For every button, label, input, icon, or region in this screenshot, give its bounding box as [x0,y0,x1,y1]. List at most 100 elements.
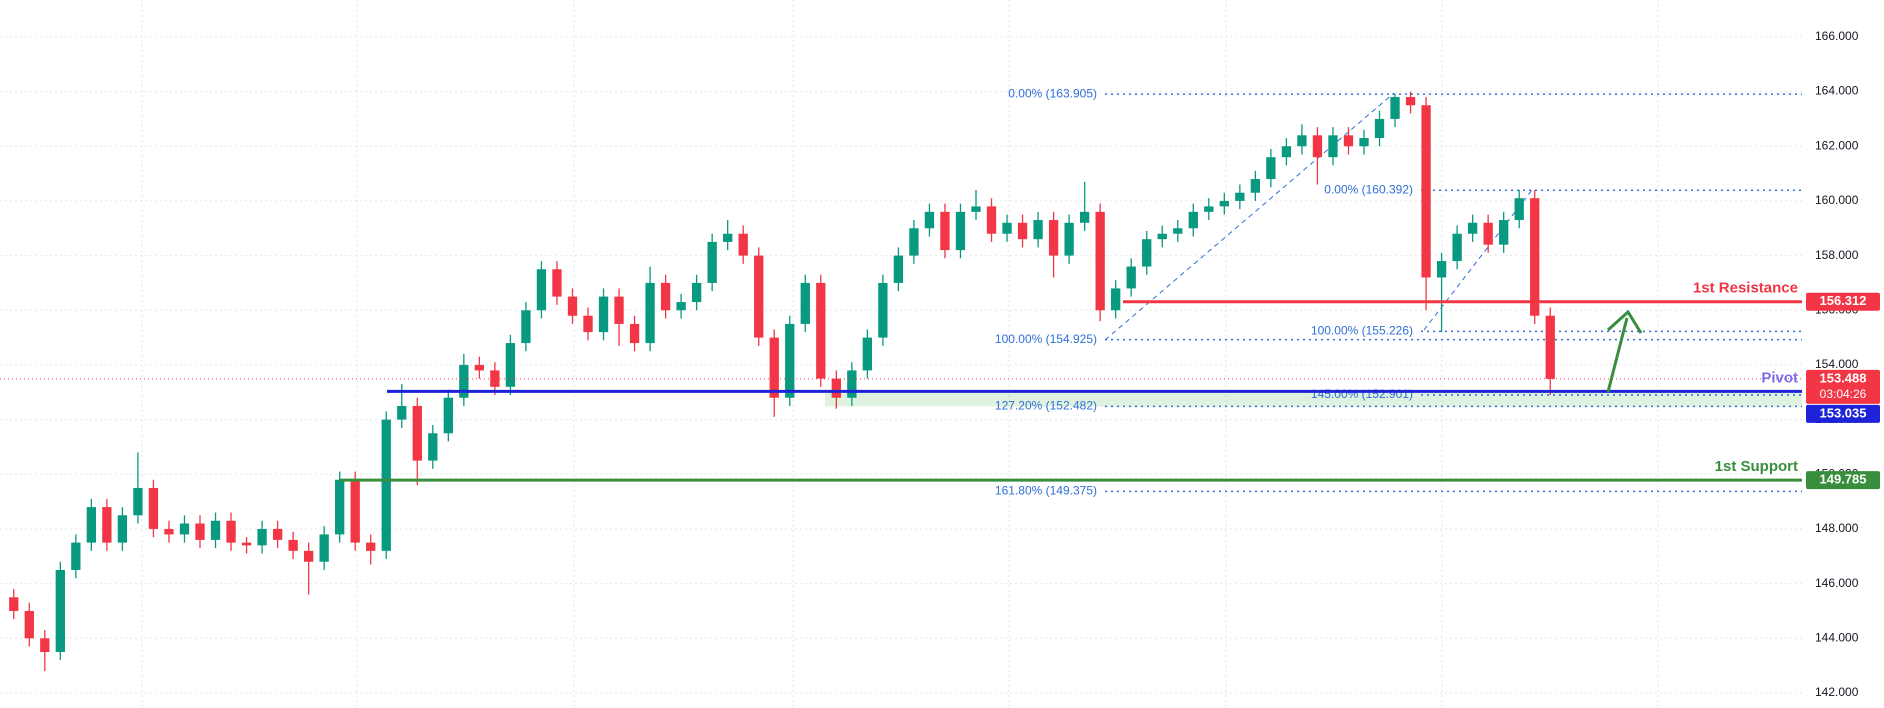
candles [9,91,1555,672]
price-tag [1806,292,1880,311]
candle-body [1126,266,1136,289]
candle-body [1545,315,1555,379]
candle-body [24,610,34,639]
candle-body [1157,233,1167,240]
candle-body [1002,222,1012,234]
candle-body [614,296,624,324]
candle-body [272,528,283,540]
candle-body [754,255,764,338]
candle-body [428,433,438,461]
candle-body [55,569,65,652]
fib-level-label: 0.00% (163.905) [1008,86,1097,100]
candle-body [691,282,702,303]
candle-body [707,241,717,283]
candle-body [459,364,469,398]
candle-body [381,419,391,551]
candle-body [9,597,19,611]
candle-body [1514,198,1524,221]
y-tick-label: 144.000 [1815,630,1859,644]
y-tick-label: 162.000 [1815,138,1859,152]
candle-body [909,228,919,256]
grid [0,0,1802,708]
fib-trend-line [1104,92,1395,341]
candle-body [1436,261,1447,278]
candle-body [1142,239,1152,267]
candle-body [971,206,981,212]
price-tag-label: 153.035 [1820,405,1867,420]
candle-body [148,487,159,529]
candle-body [1343,135,1354,147]
candle-body [1359,138,1369,147]
candle-body [676,302,686,311]
fib-level-label: 100.00% (155.226) [1311,324,1413,338]
candle-body [102,507,112,543]
candle-body [1483,222,1493,245]
candle-body [738,233,748,256]
candle-body [1467,222,1478,234]
arrow-head [1606,309,1643,334]
y-tick-label: 148.000 [1815,521,1859,535]
y-tick-label: 142.000 [1815,685,1859,699]
candle-body [257,528,267,546]
fib-layer: 0.00% (163.905) 100.00% (154.925) 127.20% … [995,86,1802,498]
candle-body [164,528,174,535]
candle-body [816,282,826,379]
candle-body [226,520,236,543]
candle-body [1297,135,1307,147]
price-tag-label: 153.488 [1820,370,1867,385]
candle-body [86,507,97,543]
candle-body [1017,222,1028,240]
level-label: 1st Support [1715,458,1798,475]
candle-body [598,296,609,333]
candle-body [241,542,252,546]
candle-body [1405,97,1416,106]
candle-body [893,255,904,283]
candle-body [1250,179,1261,193]
candle-body [303,550,314,562]
candle-body [397,405,407,420]
support-zone [825,391,1802,407]
candle-body [629,323,640,344]
candle-body [1452,233,1462,262]
candle-body [552,269,562,297]
candle-body [1111,288,1121,311]
price-tag [1806,471,1880,490]
candle-body [474,364,485,371]
price-tag-label: 156.312 [1820,293,1867,308]
candle-body [1390,97,1400,119]
candle-body [210,520,221,540]
candle-body [1095,211,1105,311]
fib-level-label: 0.00% (160.392) [1324,182,1413,196]
candle-body [878,282,888,338]
candle-body [335,479,345,535]
candle-body [40,638,50,652]
candle-body [800,282,810,324]
candle-body [847,370,857,398]
levels: 1st Resistance Pivot 1st Support [0,280,1802,482]
candle-body [785,323,795,398]
candle-body [1235,192,1245,201]
candle-body [505,343,516,387]
candle-body [195,523,205,540]
candle-body [1530,198,1540,316]
candle-body [660,282,671,311]
y-tick-label: 154.000 [1815,357,1859,371]
candle-body [1048,220,1059,256]
candle-body [1281,146,1292,158]
y-tick-label: 164.000 [1815,84,1859,98]
candle-body [1064,222,1074,256]
candle-body [117,515,128,543]
candle-body [490,370,500,387]
candle-body [1499,220,1509,245]
y-tick-label: 160.000 [1815,193,1859,207]
projection-arrow [1606,309,1643,393]
price-tag [1806,369,1880,404]
fib-level-label: 145.00% (152.901) [1311,387,1413,401]
fib-level-label: 161.80% (149.375) [995,484,1097,498]
fib-level-label: 100.00% (154.925) [995,332,1097,346]
candle-body [179,523,190,535]
y-tick-label: 158.000 [1815,248,1859,262]
candle-body [924,211,935,229]
candle-body [645,282,655,344]
price-tag [1806,404,1880,423]
